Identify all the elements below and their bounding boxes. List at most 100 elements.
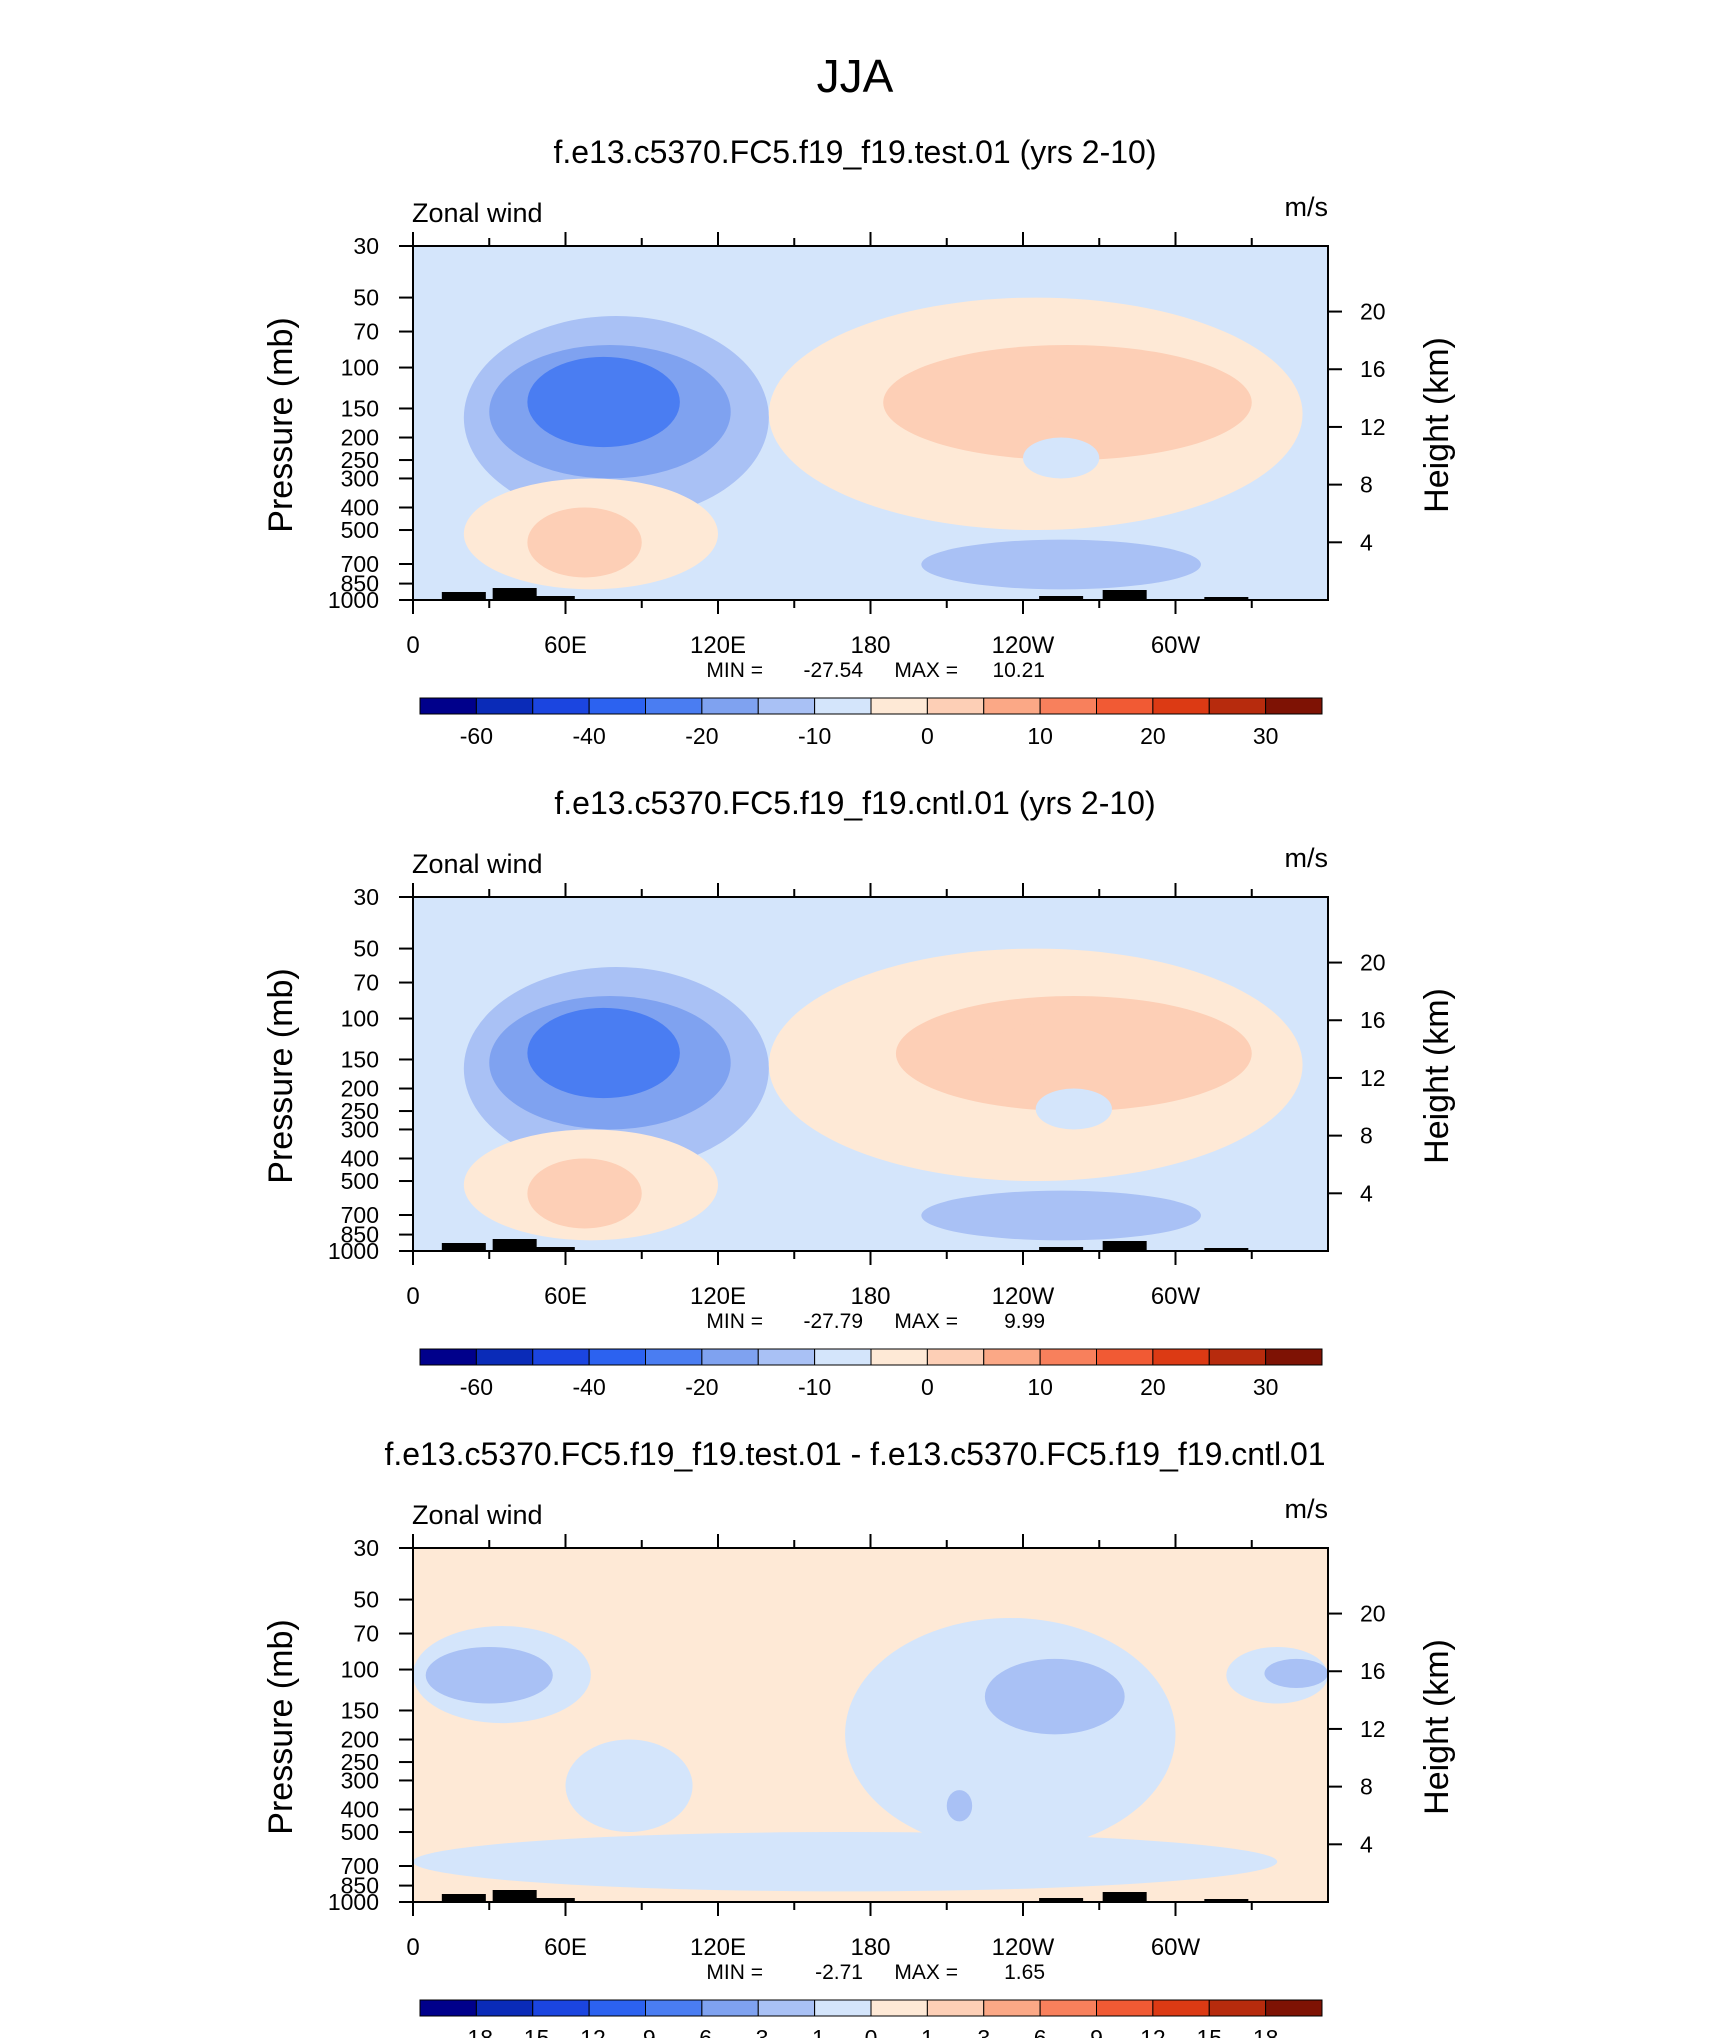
colorbar-swatch [419, 697, 477, 715]
terrain-mark [1102, 1892, 1147, 1902]
y-axis-right-label: Height (km) [1418, 337, 1456, 513]
x-tick-label: 60W [1151, 632, 1201, 659]
colorbar-tick-label: 3 [977, 2025, 990, 2038]
terrain-mark [492, 1239, 537, 1251]
terrain-mark [1204, 1248, 1249, 1251]
height-tick-label: 16 [1360, 1658, 1386, 1684]
panel-difference: f.e13.c5370.FC5.f19_f19.test.01 - f.e13.… [262, 1436, 1456, 2038]
y-tick-label: 70 [353, 970, 379, 996]
colorbar-swatch [645, 697, 703, 715]
contour-region [527, 356, 680, 448]
colorbar-tick-label: -20 [685, 1374, 718, 1400]
colorbar-tick-label: -1 [804, 2025, 824, 2038]
x-tick-label: 120W [992, 1934, 1055, 1961]
y-tick-label: 850 [341, 1873, 379, 1899]
colorbar-swatch [1152, 1999, 1210, 2017]
terrain-mark [530, 596, 575, 600]
terrain-mark [441, 592, 486, 600]
units-label: m/s [1285, 843, 1329, 873]
height-tick-label: 16 [1360, 356, 1386, 382]
x-tick-label: 0 [406, 1934, 419, 1961]
y-axis-right-label: Height (km) [1418, 1639, 1456, 1815]
colorbar-tick-label: -3 [748, 2025, 768, 2038]
colorbar-swatch [1265, 1348, 1323, 1366]
contour-region [845, 1617, 1176, 1851]
contour-region [984, 1658, 1125, 1735]
y-tick-label: 150 [341, 1046, 379, 1072]
colorbar-swatch [419, 1999, 477, 2017]
panel-title: f.e13.c5370.FC5.f19_f19.test.01 - f.e13.… [384, 1436, 1325, 1472]
colorbar-swatch [475, 1348, 534, 1366]
contour-region [946, 1790, 973, 1822]
x-tick-label: 120E [690, 1283, 746, 1310]
colorbar-tick-label: -40 [573, 1374, 606, 1400]
terrain-mark [530, 1247, 575, 1251]
y-axis-label: Pressure (mb) [262, 317, 300, 532]
contour-region [984, 1018, 1227, 1078]
max-label: MAX = [894, 659, 958, 682]
x-tick-label: 0 [406, 632, 419, 659]
y-tick-label: 50 [353, 285, 379, 311]
contour-region [921, 1190, 1201, 1241]
colorbar-swatch [926, 1348, 985, 1366]
colorbar-swatch [814, 1999, 872, 2017]
contour-region [527, 1158, 642, 1229]
colorbar-swatch [701, 697, 759, 715]
panel-cntl: f.e13.c5370.FC5.f19_f19.cntl.01 (yrs 2-1… [262, 785, 1456, 1400]
contour-region [1022, 367, 1227, 427]
contour-region [921, 539, 1201, 590]
colorbar-swatch [926, 697, 985, 715]
panel-title: f.e13.c5370.FC5.f19_f19.test.01 (yrs 2-1… [554, 134, 1157, 170]
colorbar-swatch [1265, 1999, 1323, 2017]
x-tick-label: 60W [1151, 1934, 1201, 1961]
y-tick-label: 150 [341, 395, 379, 421]
contour-region [425, 1647, 553, 1704]
contour-region [1023, 437, 1100, 479]
figure-title: JJA [817, 50, 894, 102]
min-value: -27.54 [803, 659, 863, 682]
colorbar-swatch [588, 697, 646, 715]
colorbar-swatch [1096, 1999, 1154, 2017]
y-tick-label: 700 [341, 1853, 379, 1879]
colorbar-swatch [532, 1999, 590, 2017]
contour-fill-group [413, 1617, 1328, 1892]
x-tick-label: 60W [1151, 1283, 1201, 1310]
colorbar-swatch [814, 697, 872, 715]
max-value: 9.99 [1004, 1310, 1045, 1333]
x-tick-label: 0 [406, 1283, 419, 1310]
terrain-mark [492, 1890, 537, 1902]
colorbar-tick-label: -10 [798, 723, 831, 749]
y-tick-label: 500 [341, 1168, 379, 1194]
y-tick-label: 850 [341, 1222, 379, 1248]
colorbar-swatch [983, 1999, 1041, 2017]
terrain-mark [1102, 590, 1147, 600]
colorbar-tick-label: 20 [1140, 1374, 1166, 1400]
y-tick-label: 100 [341, 355, 379, 381]
colorbar-swatch [926, 1999, 985, 2017]
colorbar-tick-label: 18 [1253, 2025, 1279, 2038]
colorbar-tick-label: -18 [460, 2025, 493, 2038]
colorbar-tick-label: -60 [460, 1374, 493, 1400]
y-tick-label: 300 [341, 1116, 379, 1142]
colorbar-tick-label: 6 [1034, 2025, 1047, 2038]
colorbar-swatch [983, 697, 1041, 715]
colorbar-swatch [1096, 697, 1154, 715]
y-tick-label: 400 [341, 1145, 379, 1171]
terrain-mark [1204, 597, 1249, 600]
terrain-mark [1039, 596, 1084, 600]
colorbar-swatch [870, 697, 928, 715]
y-tick-label: 30 [353, 884, 379, 910]
colorbar-swatch [588, 1348, 646, 1366]
colorbar-swatch [1208, 1999, 1267, 2017]
min-label: MIN = [706, 1961, 763, 1984]
y-axis-label: Pressure (mb) [262, 1619, 300, 1834]
colorbar-swatch [532, 697, 590, 715]
x-tick-label: 120E [690, 632, 746, 659]
terrain-mark [492, 588, 537, 600]
units-label: m/s [1285, 192, 1329, 222]
max-label: MAX = [894, 1961, 958, 1984]
contour-region [527, 1007, 680, 1099]
colorbar-tick-label: 30 [1253, 1374, 1279, 1400]
y-tick-label: 200 [341, 1076, 379, 1102]
colorbar-swatch [1039, 1348, 1097, 1366]
